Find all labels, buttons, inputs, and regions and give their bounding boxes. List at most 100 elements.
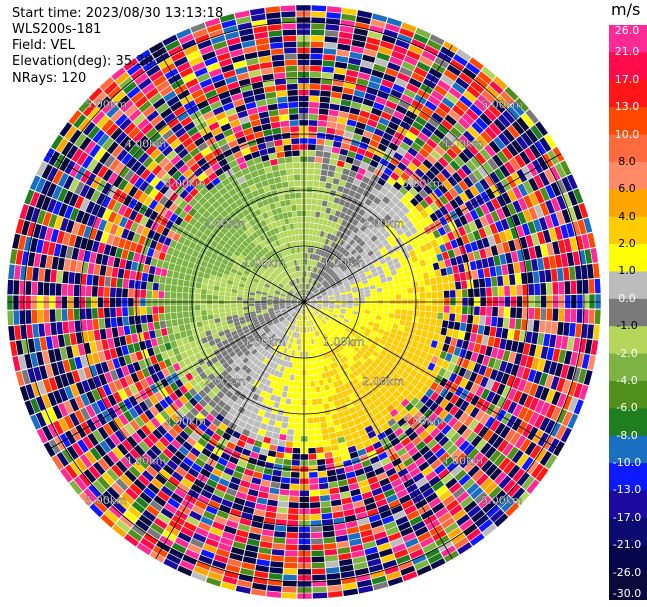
velocity-gate	[348, 351, 355, 358]
velocity-gate	[111, 482, 125, 496]
velocity-gate	[287, 343, 292, 349]
velocity-gate	[484, 174, 495, 187]
velocity-gate	[370, 435, 380, 445]
velocity-gate	[381, 79, 394, 89]
velocity-gate	[410, 172, 421, 183]
velocity-gate	[390, 171, 400, 181]
velocity-gate	[42, 378, 53, 394]
velocity-gate	[87, 377, 97, 391]
velocity-gate	[352, 362, 360, 370]
velocity-gate	[332, 256, 338, 263]
velocity-gate	[322, 293, 328, 297]
velocity-gate	[186, 452, 198, 462]
velocity-gate	[272, 356, 278, 363]
velocity-gate	[383, 205, 392, 214]
velocity-gate	[490, 381, 501, 393]
velocity-gate	[312, 279, 316, 286]
velocity-gate	[298, 363, 303, 370]
velocity-gate	[419, 375, 429, 385]
velocity-gate	[296, 5, 311, 11]
velocity-gate	[513, 238, 522, 251]
velocity-gate	[92, 429, 104, 443]
velocity-gate	[496, 396, 507, 409]
velocity-gate	[306, 327, 309, 333]
velocity-gate	[500, 91, 515, 105]
velocity-gate	[91, 415, 102, 429]
velocity-gate	[328, 382, 335, 390]
velocity-gate	[581, 234, 590, 249]
velocity-gate	[80, 198, 90, 212]
velocity-gate	[310, 312, 315, 318]
velocity-gate	[399, 452, 411, 462]
velocity-gate	[203, 394, 212, 404]
velocity-gate	[230, 394, 239, 403]
velocity-gate	[390, 115, 402, 126]
velocity-gate	[544, 419, 556, 435]
velocity-gate	[332, 511, 344, 519]
velocity-gate	[332, 324, 338, 330]
velocity-gate	[418, 461, 430, 472]
velocity-gate	[309, 89, 320, 96]
velocity-gate	[439, 398, 449, 409]
velocity-gate	[191, 505, 205, 516]
velocity-gate	[323, 365, 329, 373]
velocity-gate	[51, 256, 59, 270]
velocity-gate	[69, 480, 83, 495]
velocity-gate	[280, 307, 286, 311]
velocity-gate	[189, 510, 202, 521]
velocity-gate	[448, 87, 462, 100]
velocity-gate	[469, 333, 477, 343]
velocity-gate	[434, 395, 444, 405]
velocity-gate	[174, 264, 182, 273]
velocity-gate	[87, 330, 95, 342]
velocity-gate	[133, 444, 146, 457]
velocity-gate	[470, 352, 479, 363]
velocity-gate	[306, 381, 311, 388]
velocity-gate	[195, 230, 204, 239]
velocity-gate	[422, 159, 433, 170]
velocity-gate	[346, 526, 360, 535]
velocity-gate	[588, 309, 595, 324]
velocity-gate	[191, 250, 200, 258]
velocity-gate	[395, 346, 403, 354]
velocity-gate	[377, 143, 388, 152]
velocity-gate	[310, 296, 316, 300]
velocity-gate	[145, 421, 156, 432]
velocity-gate	[207, 314, 214, 320]
velocity-gate	[223, 467, 235, 476]
velocity-gate	[146, 527, 162, 540]
velocity-gate	[113, 257, 121, 268]
velocity-gate	[496, 383, 506, 396]
velocity-gate	[93, 461, 106, 476]
velocity-gate	[414, 193, 424, 203]
velocity-gate	[338, 442, 348, 450]
velocity-gate	[253, 278, 260, 284]
velocity-gate	[85, 239, 94, 251]
velocity-gate	[109, 245, 118, 257]
velocity-gate	[393, 442, 404, 452]
velocity-gate	[249, 355, 257, 363]
velocity-gate	[422, 78, 437, 90]
velocity-gate	[38, 323, 46, 337]
velocity-gate	[128, 210, 138, 221]
velocity-gate	[353, 303, 359, 307]
velocity-gate	[275, 290, 281, 294]
velocity-gate	[305, 308, 308, 315]
velocity-gate	[467, 126, 480, 139]
velocity-gate	[318, 322, 323, 328]
velocity-gate	[368, 317, 376, 323]
velocity-gate	[325, 245, 331, 252]
velocity-gate	[172, 423, 183, 434]
velocity-gate	[475, 117, 488, 130]
velocity-gate	[527, 221, 537, 234]
velocity-gate	[149, 239, 158, 250]
velocity-gate	[357, 448, 367, 457]
velocity-gate	[163, 432, 175, 443]
velocity-gate	[225, 265, 232, 272]
velocity-gate	[318, 114, 328, 121]
velocity-gate	[547, 150, 560, 165]
velocity-gate	[274, 457, 284, 465]
velocity-gate	[275, 311, 282, 316]
velocity-gate	[309, 313, 313, 319]
velocity-gate	[279, 332, 285, 339]
